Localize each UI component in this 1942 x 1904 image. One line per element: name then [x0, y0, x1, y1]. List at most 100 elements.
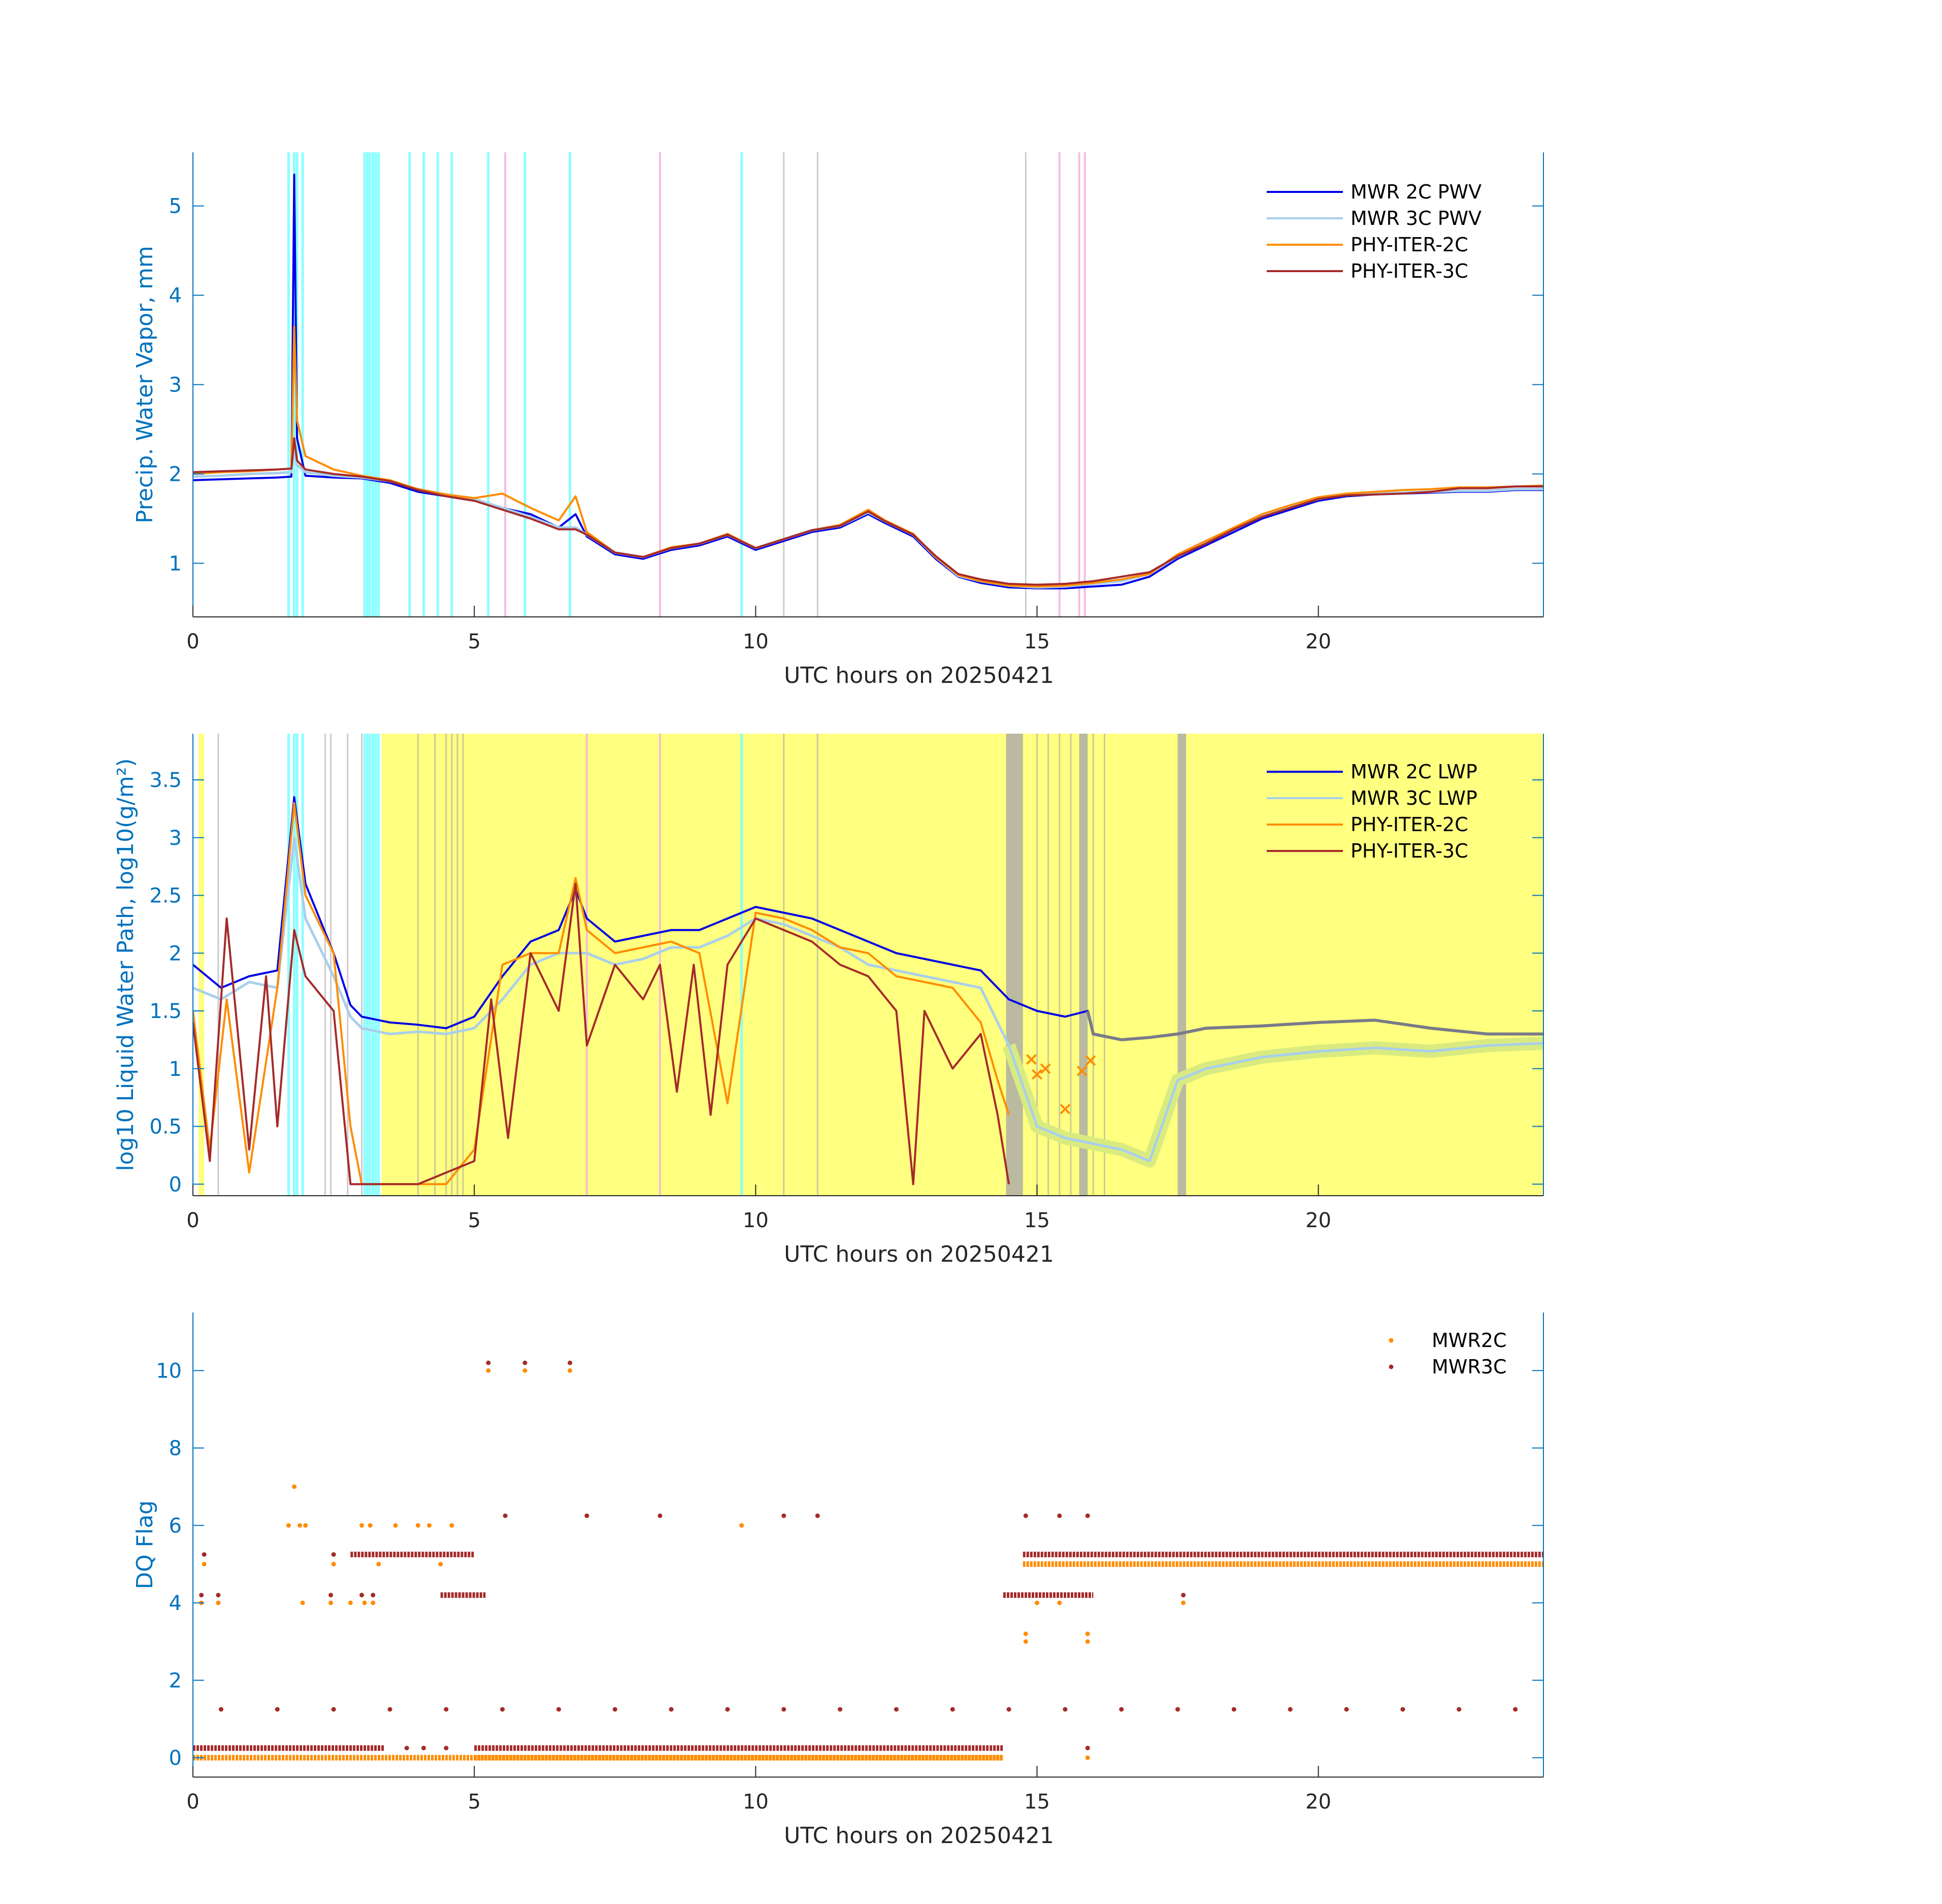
- y-tick-label: 4: [169, 284, 182, 308]
- dq-point-MWR2C: [371, 1600, 376, 1605]
- plot-area: [193, 152, 1543, 617]
- x-axis-label: UTC hours on 20250421: [784, 1241, 1054, 1267]
- phy2c-marker-x: [1032, 1069, 1042, 1080]
- x-tick-label: 20: [1305, 1209, 1331, 1232]
- y-tick-label: 10: [156, 1359, 182, 1383]
- dq-point-MWR3C: [1175, 1707, 1180, 1712]
- y-tick-label: 3.5: [149, 769, 182, 792]
- dq-point-MWR2C: [1023, 1639, 1028, 1644]
- dq-point-MWR3C: [612, 1707, 617, 1712]
- x-tick-label: 5: [468, 1790, 480, 1814]
- legend-swatch: [1389, 1364, 1394, 1369]
- dq-point-MWR2C: [328, 1600, 334, 1605]
- x-tick-label: 5: [468, 1209, 480, 1232]
- dq-point-MWR2C: [486, 1368, 491, 1373]
- legend: MWR 2C PWV MWR 3C PWV PHY-ITER-2C PHY-ITER-…: [1267, 181, 1482, 282]
- plot-area: [193, 1360, 1543, 1761]
- dq-point-MWR3C: [328, 1593, 334, 1598]
- y-tick-label: 1.5: [149, 1000, 182, 1023]
- dq-point-MWR3C: [522, 1360, 528, 1365]
- y-tick-label: 6: [169, 1514, 182, 1537]
- x-tick-label: 20: [1305, 1790, 1331, 1814]
- y-axis-label: log10 Liquid Water Path, log10(g/m²): [113, 758, 139, 1171]
- legend-label: MWR 3C LWP: [1351, 787, 1477, 809]
- x-tick-label: 0: [186, 1209, 199, 1232]
- y-tick-label: 3: [169, 827, 182, 850]
- dq-point-MWR3C: [781, 1513, 786, 1518]
- y-tick-label: 2: [169, 1669, 182, 1692]
- dq-point-MWR2C: [427, 1523, 432, 1528]
- y-tick-label: 0: [169, 1173, 182, 1196]
- gray-shade-region: [1006, 734, 1023, 1196]
- dq-point-MWR2C: [1181, 1600, 1186, 1605]
- dq-point-MWR2C: [449, 1523, 454, 1528]
- dq-point-MWR3C: [1400, 1707, 1405, 1712]
- legend-label: MWR 2C LWP: [1351, 761, 1477, 783]
- dq-point-MWR3C: [1288, 1707, 1293, 1712]
- dq-point-MWR2C: [415, 1523, 420, 1528]
- dq-point-MWR3C: [500, 1707, 505, 1712]
- dq-point-MWR3C: [1344, 1707, 1349, 1712]
- dq-point-MWR3C: [1085, 1513, 1090, 1518]
- dq-point-MWR3C: [199, 1593, 204, 1598]
- dq-point-MWR3C: [669, 1707, 674, 1712]
- y-axis-label: Precip. Water Vapor, mm: [132, 246, 158, 523]
- legend-label: MWR3C: [1432, 1356, 1506, 1378]
- dq-point-MWR3C: [838, 1707, 843, 1712]
- series-line-mwr3c: [193, 446, 1543, 589]
- y-tick-label: 5: [169, 195, 182, 218]
- x-tick-label: 10: [743, 1790, 769, 1814]
- dq-point-MWR2C: [216, 1600, 221, 1605]
- legend-label: PHY-ITER-3C: [1351, 260, 1468, 282]
- series-line-phy2c: [193, 802, 1010, 1186]
- dq-point-MWR3C: [444, 1746, 449, 1751]
- dq-point-MWR3C: [503, 1513, 508, 1518]
- y-tick-label: 1: [169, 1058, 182, 1081]
- dq-point-MWR3C: [950, 1707, 955, 1712]
- y-tick-label: 4: [169, 1592, 182, 1615]
- dq-point-MWR2C: [1085, 1631, 1090, 1636]
- dq-point-MWR2C: [303, 1523, 308, 1528]
- series-line-phy3c: [193, 437, 1543, 586]
- dq-point-MWR2C: [300, 1600, 305, 1605]
- dq-point-MWR3C: [781, 1707, 786, 1712]
- x-axis-label: UTC hours on 20250421: [784, 1823, 1054, 1849]
- dq-point-MWR3C: [387, 1707, 392, 1712]
- dq-point-MWR2C: [438, 1562, 443, 1567]
- dq-point-MWR2C: [362, 1600, 367, 1605]
- y-tick-label: 2: [169, 942, 182, 965]
- dq-point-MWR3C: [1457, 1707, 1462, 1712]
- dq-point-MWR3C: [1085, 1746, 1090, 1751]
- x-tick-label: 15: [1024, 1790, 1050, 1814]
- yellow-shade-region: [199, 734, 205, 1196]
- legend-label: MWR2C: [1432, 1329, 1506, 1352]
- legend: MWR 2C LWP MWR 3C LWP PHY-ITER-2C PHY-ITER-…: [1267, 761, 1477, 862]
- dq-point-MWR2C: [202, 1562, 207, 1567]
- y-tick-label: 0.5: [149, 1115, 182, 1139]
- dq-point-MWR3C: [725, 1707, 730, 1712]
- dq-point-MWR3C: [1063, 1707, 1068, 1712]
- gray-shade-region: [1079, 734, 1088, 1196]
- dq-point-MWR3C: [1006, 1707, 1011, 1712]
- dq-point-MWR3C: [371, 1593, 376, 1598]
- dq-point-MWR3C: [584, 1513, 589, 1518]
- dq-point-MWR2C: [739, 1523, 744, 1528]
- dq-point-MWR3C: [216, 1593, 221, 1598]
- y-tick-label: 2: [169, 463, 182, 486]
- x-tick-label: 5: [468, 630, 480, 653]
- dq-point-MWR3C: [404, 1746, 409, 1751]
- dq-point-MWR3C: [556, 1707, 561, 1712]
- dq-point-MWR2C: [298, 1523, 303, 1528]
- x-tick-label: 15: [1024, 630, 1050, 653]
- series-line-phy2c: [193, 325, 1543, 588]
- legend-label: PHY-ITER-3C: [1351, 840, 1468, 862]
- y-tick-label: 3: [169, 374, 182, 397]
- y-axis-label: DQ Flag: [132, 1500, 158, 1589]
- dq-point-MWR2C: [286, 1523, 291, 1528]
- y-tick-label: 2.5: [149, 884, 182, 908]
- y-tick-label: 8: [169, 1437, 182, 1460]
- dq-point-MWR3C: [815, 1513, 820, 1518]
- plot-area: [193, 734, 1543, 1196]
- phy2c-marker-x: [1060, 1103, 1071, 1114]
